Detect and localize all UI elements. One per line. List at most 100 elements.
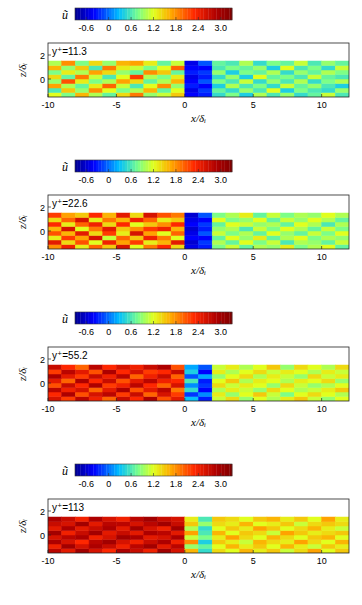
cell [308,383,322,388]
colorbar-band [83,160,86,172]
colorbar-tick-label: 0.6 [125,327,138,337]
cell [89,236,103,241]
cell [62,526,76,531]
cell [267,397,281,402]
cell [212,383,226,388]
x-tick-label: 0 [182,252,187,262]
cell [281,540,295,545]
cell [103,218,117,223]
cell [89,93,103,98]
cell [75,544,89,549]
colorbar-band [190,160,193,172]
cell [185,522,199,527]
colorbar-band [114,312,117,324]
colorbar-band [195,160,198,172]
colorbar-band [135,160,138,172]
colorbar-label: ũ [62,312,68,326]
cells [48,365,349,401]
colorbar-tick-label: 1.8 [170,175,183,185]
cell [130,531,144,536]
colorbar-band [146,464,149,476]
cell [281,549,295,554]
cell [253,240,267,245]
colorbar-band [93,8,96,20]
y-tick-label: 2 [40,51,45,61]
cell [253,379,267,384]
cell [62,531,76,536]
cell [322,522,336,527]
cell [89,365,103,370]
colorbar-band [177,464,180,476]
cell [308,540,322,545]
cell [75,540,89,545]
colorbar-band [182,464,185,476]
cell [322,222,336,227]
cell [322,388,336,393]
cell [294,365,308,370]
cell [144,517,158,522]
cell [157,388,171,393]
cell [281,388,295,393]
colorbar-band [206,8,209,20]
cell [308,93,322,98]
cell [294,397,308,402]
cell [294,88,308,93]
cell [267,231,281,236]
cell [308,374,322,379]
colorbar-tick-label: 1.2 [147,175,160,185]
cell [116,222,130,227]
cell [281,379,295,384]
cell [226,374,240,379]
cell [226,370,240,375]
cell [157,227,171,232]
x-tick-label: -5 [112,556,120,566]
colorbar-band [219,8,222,20]
cell [322,370,336,375]
colorbar-tick-label: 2.4 [192,479,205,489]
cell [267,365,281,370]
cell [75,66,89,71]
colorbar-band [208,8,211,20]
panel: ũ-0.600.61.21.82.43.0-10-5051002x/δᵢz/δᵢ… [16,464,349,580]
colorbar-tick [198,321,199,324]
cell [48,66,62,71]
colorbar-band [148,312,151,324]
cell [281,70,295,75]
cell [199,365,213,370]
cell [322,88,336,93]
cell [199,66,213,71]
cell [240,544,254,549]
colorbar-band [133,464,136,476]
cell [212,70,226,75]
cell [212,522,226,527]
cell [253,75,267,80]
colorbar-band [216,464,219,476]
cell [116,370,130,375]
cell [171,370,185,375]
cell [308,531,322,536]
cell [294,379,308,384]
colorbar-tick-label: 1.2 [147,23,160,33]
colorbar-band [177,160,180,172]
cell [240,66,254,71]
cell [294,374,308,379]
cell [267,70,281,75]
cell [267,392,281,397]
cell [267,218,281,223]
cell [48,526,62,531]
cell [62,397,76,402]
cell [185,544,199,549]
colorbar-band [154,312,157,324]
cell [75,522,89,527]
cell [185,75,199,80]
cell [308,526,322,531]
colorbar-tick-label: 1.2 [147,327,160,337]
cell [48,549,62,554]
x-tick-label: 0 [182,404,187,414]
colorbar-band [159,312,162,324]
cell [103,240,117,245]
cell [171,544,185,549]
cell [226,383,240,388]
cell [240,392,254,397]
colorbar-band [190,464,193,476]
